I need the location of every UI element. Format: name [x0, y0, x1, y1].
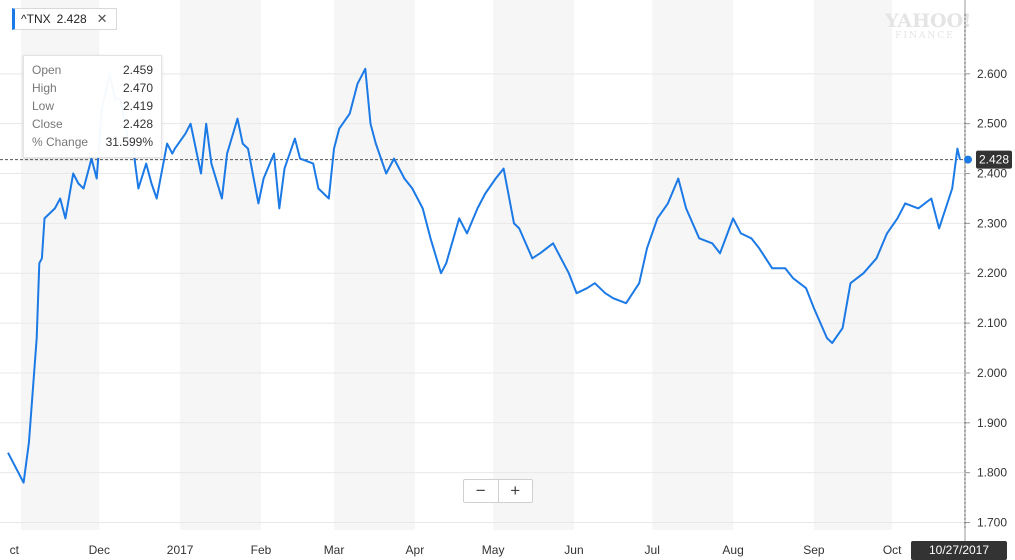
y-tick-label: 1.900 — [977, 416, 1007, 430]
close-icon[interactable]: ✕ — [96, 11, 108, 26]
month-band — [180, 0, 261, 530]
ticker-value: 2.428 — [56, 12, 87, 26]
month-band — [652, 0, 734, 530]
y-tick-label: 1.700 — [977, 516, 1007, 530]
yahoo-finance-watermark: YAHOO! FINANCE — [885, 10, 972, 42]
zoom-in-button[interactable]: + — [510, 481, 521, 500]
x-tick-label: Aug — [722, 543, 743, 557]
month-bands — [21, 0, 893, 530]
ohlc-tooltip: Open 2.459 High 2.470 Low 2.419 Close 2.428 … — [23, 55, 162, 158]
last-price-label-bg — [976, 150, 1012, 169]
ticker-symbol: ^TNX — [21, 12, 51, 26]
last-price-label: 2.428 — [979, 153, 1009, 167]
ticker-tag[interactable]: ^TNX 2.428 ✕ — [12, 8, 117, 30]
month-band — [334, 0, 415, 530]
y-tick-label: 2.100 — [977, 316, 1007, 330]
x-tick-label: Apr — [406, 543, 425, 557]
y-tick-label: 1.800 — [977, 466, 1007, 480]
x-tick-label: Mar — [324, 543, 345, 557]
y-tick-label: 2.400 — [977, 167, 1007, 181]
x-tick-label: Sep — [803, 543, 825, 557]
y-tick-label: 2.500 — [977, 117, 1007, 131]
x-tick-label: ct — [10, 543, 20, 557]
y-axis: 2.600 2.500 2.400 2.300 2.200 2.100 2.000 1.900… — [964, 0, 1007, 560]
y-tick-label: 2.300 — [977, 216, 1007, 230]
y-tick-label: 2.600 — [977, 67, 1007, 81]
x-tick-label: Feb — [251, 543, 272, 557]
current-date-label: 10/27/2017 — [911, 541, 1007, 560]
x-tick-label: May — [482, 543, 505, 557]
x-tick-label: Dec — [89, 543, 110, 557]
tooltip-row-close: Close 2.428 — [32, 117, 153, 131]
x-tick-label: Jul — [645, 543, 660, 557]
month-band — [813, 0, 893, 530]
tooltip-row-change: % Change 31.599% — [32, 135, 153, 149]
x-tick-label: Jun — [564, 543, 583, 557]
y-tick-label: 2.000 — [977, 366, 1007, 380]
last-price-dot — [964, 155, 972, 164]
x-tick-label: Oct — [883, 543, 902, 557]
tooltip-row-low: Low 2.419 — [32, 99, 153, 113]
zoom-control: − + — [463, 479, 533, 503]
month-band — [493, 0, 574, 530]
x-tick-label: 2017 — [167, 543, 194, 557]
tooltip-row-open: Open 2.459 — [32, 63, 153, 77]
zoom-out-button[interactable]: − — [475, 481, 486, 500]
y-tick-label: 2.200 — [977, 266, 1007, 280]
x-axis: ct Dec 2017 Feb Mar Apr May Jun Jul Aug Sep Oct — [10, 543, 903, 557]
tooltip-row-high: High 2.470 — [32, 81, 153, 95]
